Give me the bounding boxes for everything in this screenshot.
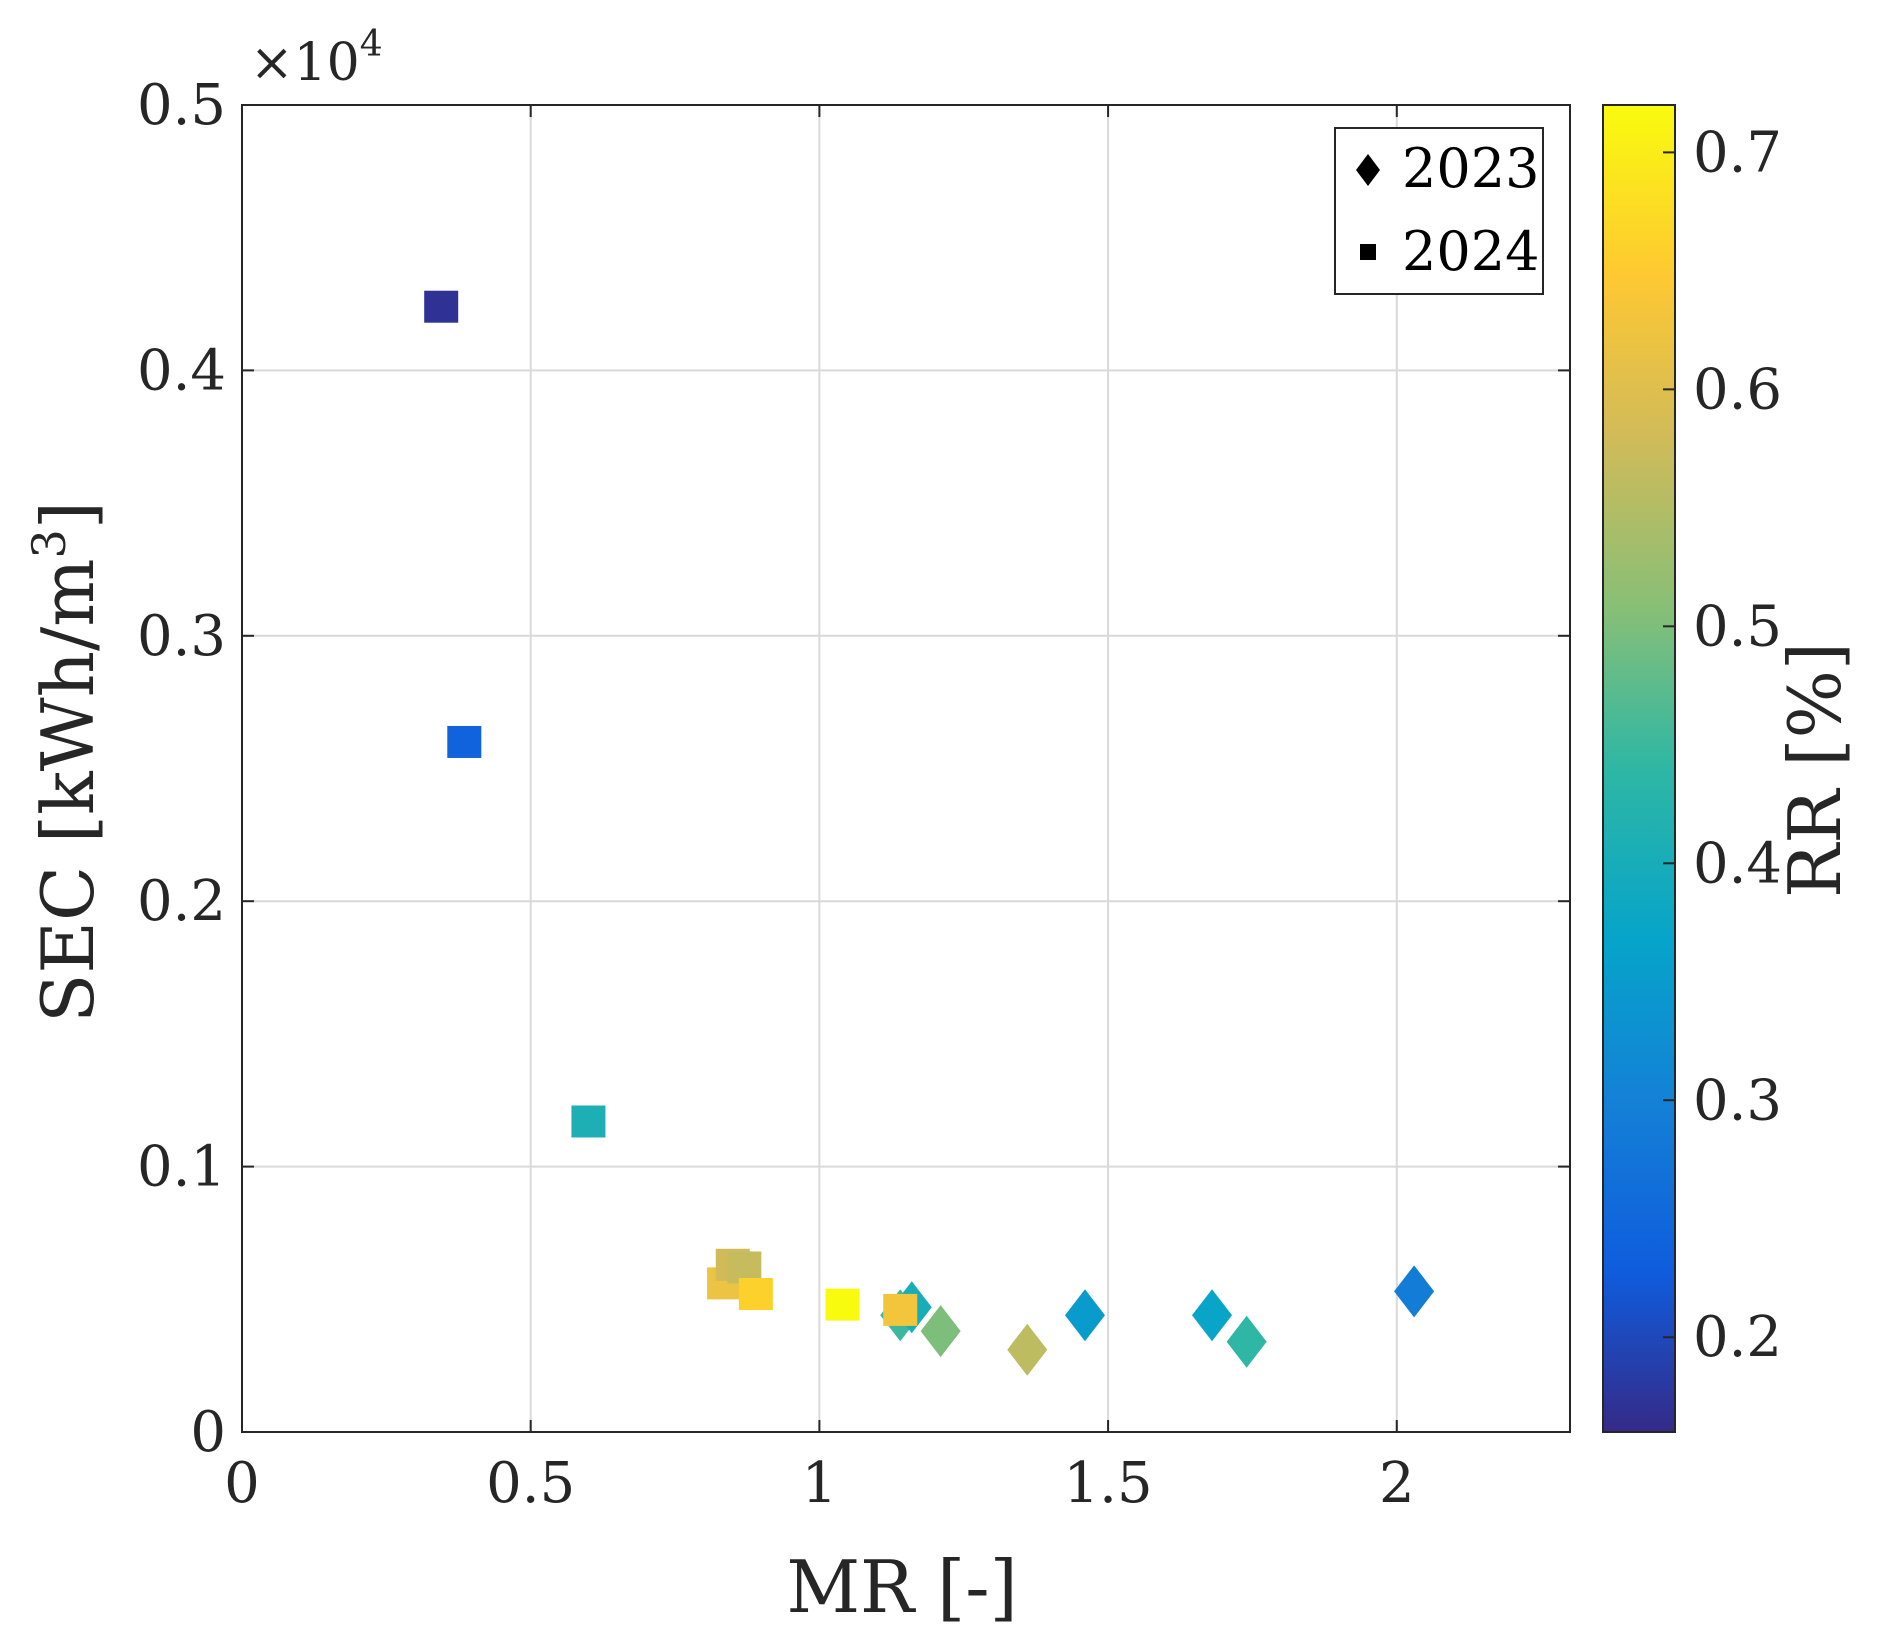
diamond-point-2023 [1226, 1315, 1267, 1368]
x-tick-label: 0 [224, 1451, 260, 1516]
colorbar-label: RR [%] [1773, 642, 1857, 898]
square-point-2024 [883, 1293, 918, 1326]
colorbar: 0.2 0.3 0.4 0.5 0.6 0.7 RR [%] [1602, 104, 1857, 1433]
square-point-2024 [825, 1288, 860, 1321]
square-point-2024 [571, 1105, 606, 1138]
square-point-2024 [424, 290, 459, 323]
x-axis-label: MR [-] [786, 1545, 1017, 1629]
y-tick-label: 0.5 [137, 73, 226, 138]
square-point-2024 [447, 725, 482, 758]
legend-square-icon [1360, 244, 1376, 260]
diamond-point-2023 [920, 1305, 961, 1358]
legend: 2023 2024 [1334, 127, 1544, 295]
data-points [424, 290, 1435, 1376]
axis-ticks: 0 0.5 1 1.5 2 0 0.1 0.2 0.3 0.4 0.5 [137, 73, 1570, 1516]
x-tick-label: 1 [802, 1451, 838, 1516]
diamond-point-2023 [1192, 1289, 1233, 1342]
y-tick-label: 0.1 [137, 1135, 226, 1200]
diamond-point-2023 [1394, 1265, 1435, 1318]
y-tick-label: 0 [190, 1400, 226, 1465]
colorbar-tick-label: 0.4 [1693, 831, 1782, 896]
x-tick-label: 0.5 [486, 1451, 575, 1516]
legend-box [1334, 127, 1544, 295]
square-point-2024 [738, 1277, 773, 1310]
colorbar-tick-label: 0.5 [1693, 594, 1782, 659]
grid-lines [242, 105, 1570, 1432]
legend-label-2023: 2023 [1402, 137, 1539, 200]
y-tick-label: 0.4 [137, 338, 226, 403]
colorbar-gradient [1602, 104, 1676, 1433]
legend-label-2024: 2024 [1402, 220, 1539, 283]
x-tick-label: 1.5 [1064, 1451, 1153, 1516]
y-exponent-label: ×104 [250, 24, 383, 93]
colorbar-tick-label: 0.3 [1693, 1068, 1782, 1133]
colorbar-tick-label: 0.7 [1693, 120, 1782, 185]
y-tick-label: 0.2 [137, 869, 226, 934]
diamond-point-2023 [1064, 1289, 1105, 1342]
diamond-point-2023 [1007, 1323, 1048, 1376]
y-tick-label: 0.3 [137, 604, 226, 669]
x-tick-label: 2 [1379, 1451, 1415, 1516]
legend-diamond-icon [1356, 154, 1380, 186]
colorbar-tick-label: 0.2 [1693, 1305, 1782, 1370]
colorbar-tick-label: 0.6 [1693, 357, 1782, 422]
y-axis-label: SEC [kWh/m3] [22, 501, 110, 1023]
plot-frame [241, 104, 1571, 1433]
colorbar-ticks: 0.2 0.3 0.4 0.5 0.6 0.7 [1663, 120, 1782, 1370]
